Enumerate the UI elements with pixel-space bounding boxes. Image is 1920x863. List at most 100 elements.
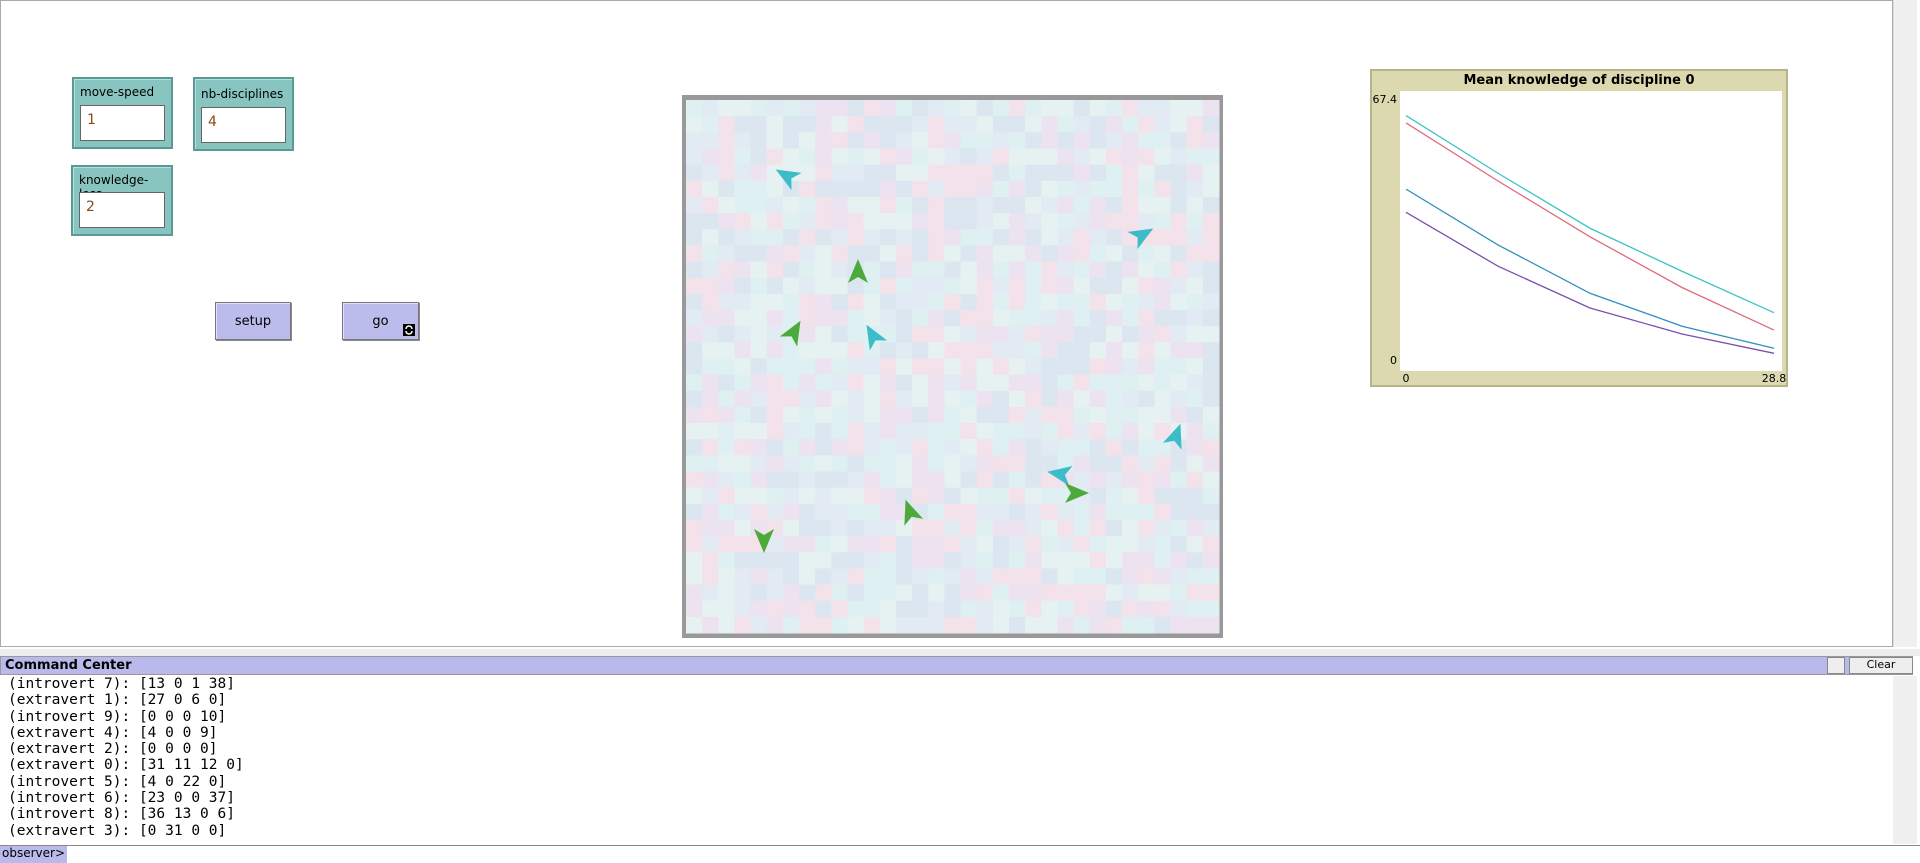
patch — [895, 358, 913, 376]
patch — [928, 277, 945, 295]
go-button[interactable]: go — [342, 302, 419, 340]
patch — [912, 213, 929, 230]
patch — [750, 277, 768, 295]
expand-button[interactable] — [1827, 657, 1845, 674]
patch — [750, 196, 768, 214]
patch — [992, 358, 1010, 376]
patch — [976, 423, 994, 440]
patch — [1170, 132, 1188, 149]
patch — [718, 455, 735, 472]
plot-line — [1405, 211, 1775, 354]
patch — [976, 180, 994, 198]
patch — [831, 536, 849, 553]
patch — [976, 277, 994, 295]
patch — [863, 100, 881, 117]
patch — [702, 455, 719, 472]
patch — [1170, 358, 1188, 376]
patch — [1170, 100, 1188, 117]
patch — [944, 342, 962, 359]
patch — [992, 584, 1010, 602]
patch — [976, 293, 994, 311]
plot-line — [1405, 122, 1775, 331]
patch — [702, 503, 719, 521]
patch — [766, 116, 784, 133]
patch — [718, 326, 735, 343]
input-value[interactable]: 1 — [80, 105, 165, 141]
patch — [1202, 261, 1220, 279]
patch — [734, 552, 752, 569]
command-line[interactable]: observer> — [0, 845, 1920, 863]
patch — [782, 519, 800, 537]
patch — [1138, 423, 1155, 440]
patch — [702, 342, 719, 359]
input-widget[interactable]: knowledge-loss 2 — [71, 165, 173, 236]
patch — [847, 132, 865, 149]
input-widget[interactable]: nb-disciplines 4 — [193, 77, 294, 151]
patch — [944, 326, 962, 343]
patch — [1089, 132, 1107, 149]
patch — [750, 600, 768, 618]
patch — [782, 245, 800, 263]
button-label: go — [372, 313, 389, 329]
patch — [1202, 358, 1220, 376]
patch — [766, 374, 784, 392]
patch — [831, 406, 849, 424]
patch — [815, 423, 832, 440]
patch — [750, 471, 768, 489]
input-widget[interactable]: move-speed 1 — [72, 77, 173, 149]
patch — [1186, 390, 1204, 408]
patch — [815, 439, 832, 456]
patch — [1025, 536, 1042, 553]
patch — [1025, 229, 1042, 246]
patch — [831, 293, 849, 311]
setup-button[interactable]: setup — [215, 302, 291, 340]
patch — [1202, 552, 1220, 569]
patch — [1057, 568, 1075, 586]
patch — [847, 616, 865, 634]
patch — [1154, 326, 1172, 343]
patch — [847, 245, 865, 263]
patch — [944, 245, 962, 263]
patch — [1202, 213, 1220, 230]
patch — [1041, 309, 1058, 327]
patch — [1138, 390, 1155, 408]
patch — [799, 552, 816, 569]
patch — [928, 568, 945, 586]
output-line: (extravert 0): [31 11 12 0] — [8, 757, 244, 774]
patch — [686, 406, 703, 424]
input-value[interactable]: 4 — [201, 107, 286, 143]
patch — [960, 309, 978, 327]
patch — [912, 616, 929, 634]
patch — [944, 100, 962, 117]
patch — [718, 552, 735, 569]
patch — [1154, 584, 1172, 602]
turtle — [779, 320, 801, 347]
patch — [1105, 616, 1123, 634]
patch — [847, 148, 865, 166]
patch — [718, 471, 735, 489]
patch — [718, 536, 735, 553]
patch — [831, 423, 849, 440]
patch — [1025, 293, 1042, 311]
patch — [1186, 245, 1204, 263]
patch — [1154, 293, 1172, 311]
scrollbar[interactable] — [1893, 0, 1917, 647]
patch — [1122, 390, 1139, 408]
patch — [1105, 180, 1123, 198]
turtle — [775, 169, 802, 191]
plot-widget: Mean knowledge of discipline 0 67.4 0 0 28.… — [1370, 69, 1788, 387]
output-line: (extravert 4): [4 0 0 9] — [8, 724, 218, 741]
output-scrollbar[interactable] — [1893, 676, 1917, 844]
patch — [976, 455, 994, 472]
patch — [1154, 261, 1172, 279]
input-value[interactable]: 2 — [79, 192, 165, 228]
patch — [686, 293, 703, 311]
clear-button[interactable]: Clear — [1849, 657, 1913, 674]
patch — [1202, 245, 1220, 263]
patch — [960, 100, 978, 117]
patch — [1105, 536, 1123, 553]
divider[interactable] — [0, 649, 1920, 656]
patch — [960, 196, 978, 214]
output-line: (extravert 1): [27 0 6 0] — [8, 692, 227, 709]
patch — [782, 132, 800, 149]
